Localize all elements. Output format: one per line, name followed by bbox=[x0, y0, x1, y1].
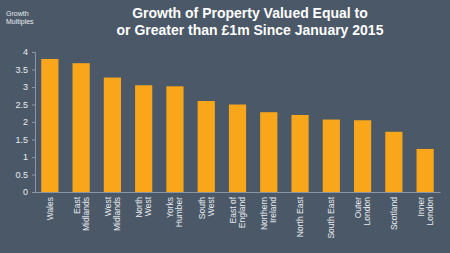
x-tick-label: Wales bbox=[45, 197, 55, 220]
y-tick-label: 3.5 bbox=[15, 65, 28, 75]
chart: Growth of Property Valued Equal toor Gre… bbox=[0, 0, 450, 253]
y-tick: 3.5 bbox=[15, 65, 35, 75]
x-tick-label-line: London bbox=[362, 197, 372, 226]
x-tick-label-line: Midlands bbox=[112, 197, 122, 231]
x-tick-label: North East bbox=[295, 196, 305, 237]
y-tick-mark bbox=[32, 157, 35, 158]
x-tick-label: East ofEngland bbox=[228, 196, 247, 228]
y-tick-label: 0 bbox=[23, 187, 28, 197]
x-tick-label-line: Ireland bbox=[268, 197, 278, 223]
y-tick: 1.5 bbox=[15, 135, 35, 145]
y-axis: 0 0.5 1 1.5 2 2.5 3 3.5 4 bbox=[15, 47, 35, 197]
x-tick: OuterLondon bbox=[353, 192, 372, 225]
x-tick-label-line: West bbox=[206, 196, 216, 216]
bar bbox=[166, 86, 183, 192]
title-line: Growth of Property Valued Equal to bbox=[132, 5, 368, 21]
x-tick: SouthWest bbox=[197, 192, 216, 219]
x-tick-label: YorksHumber bbox=[165, 197, 184, 227]
x-tick: Wales bbox=[45, 192, 55, 220]
x-tick: NorthernIreland bbox=[259, 192, 278, 230]
title: Growth of Property Valued Equal toor Gre… bbox=[117, 5, 384, 38]
y-tick: 1 bbox=[23, 152, 35, 162]
bar bbox=[291, 115, 308, 192]
bar bbox=[198, 101, 215, 192]
x-tick-label: Scotland bbox=[389, 197, 399, 230]
y-tick-label: 1 bbox=[23, 152, 28, 162]
x-tick-label-line: Wales bbox=[45, 197, 55, 220]
x-tick-label-line: Scotland bbox=[389, 197, 399, 230]
x-tick-label: South East bbox=[326, 196, 336, 238]
y-tick-mark bbox=[32, 87, 35, 88]
bar bbox=[41, 59, 58, 192]
y-tick-mark bbox=[32, 70, 35, 71]
y-tick-label: 4 bbox=[23, 47, 28, 57]
x-tick-label-line: South East bbox=[326, 196, 336, 238]
x-tick: WestMidlands bbox=[103, 192, 122, 231]
y-tick-label: 1.5 bbox=[15, 135, 28, 145]
bar bbox=[323, 120, 340, 192]
x-tick-label: NorthWest bbox=[134, 196, 153, 217]
x-tick: Scotland bbox=[389, 192, 399, 230]
x-tick: NorthWest bbox=[134, 192, 153, 218]
y-tick: 0.5 bbox=[15, 170, 35, 180]
y-tick-label: 0.5 bbox=[15, 170, 28, 180]
bar bbox=[417, 149, 434, 192]
background bbox=[0, 0, 450, 253]
x-tick: East ofEngland bbox=[228, 192, 247, 228]
y-tick: 4 bbox=[23, 47, 35, 57]
y-tick-mark bbox=[32, 52, 35, 53]
y-tick-label: 3 bbox=[23, 82, 28, 92]
x-tick-label: InnerLondon bbox=[416, 197, 435, 226]
y-tick-mark bbox=[32, 175, 35, 176]
bar bbox=[354, 120, 371, 192]
title-line: or Greater than £1m Since January 2015 bbox=[117, 22, 384, 38]
y-tick-mark bbox=[32, 122, 35, 123]
y-tick-mark bbox=[32, 105, 35, 106]
y-tick: 2 bbox=[23, 117, 35, 127]
y-tick: 2.5 bbox=[15, 100, 35, 110]
x-tick: InnerLondon bbox=[416, 192, 435, 225]
y-tick-label: 2.5 bbox=[15, 100, 28, 110]
x-tick-label-line: Midlands bbox=[81, 197, 91, 231]
x-tick-label-line: Humber bbox=[174, 197, 184, 227]
bar bbox=[385, 132, 402, 192]
y-tick-label: 2 bbox=[23, 117, 28, 127]
bars bbox=[41, 59, 433, 192]
x-tick-label-line: West bbox=[143, 196, 153, 216]
x-tick-label-line: England bbox=[237, 197, 247, 228]
y-axis-line bbox=[32, 53, 36, 193]
y-tick: 3 bbox=[23, 82, 35, 92]
x-tick-label-line: London bbox=[425, 197, 435, 226]
x-tick-label: WestMidlands bbox=[103, 196, 122, 231]
y-axis-title-line: Growth bbox=[6, 10, 29, 17]
x-axis-line bbox=[36, 192, 441, 193]
x-tick-label-line: North East bbox=[295, 196, 305, 237]
y-axis-title: GrowthMultiples bbox=[6, 10, 34, 26]
bar bbox=[135, 85, 152, 192]
y-tick-mark bbox=[32, 192, 35, 193]
bar bbox=[260, 112, 277, 192]
x-tick-label: SouthWest bbox=[197, 196, 216, 219]
x-tick: YorksHumber bbox=[165, 192, 184, 227]
y-tick: 0 bbox=[23, 187, 35, 197]
x-tick: North East bbox=[295, 192, 305, 237]
y-tick-mark bbox=[32, 140, 35, 141]
y-axis-title-line: Multiples bbox=[6, 18, 34, 26]
x-axis: WalesEastMidlandsWestMidlandsNorthWestYo… bbox=[36, 192, 441, 239]
x-tick-label: EastMidlands bbox=[72, 196, 91, 231]
x-tick-label: OuterLondon bbox=[353, 197, 372, 226]
bar bbox=[104, 78, 121, 192]
x-tick-label: NorthernIreland bbox=[259, 197, 278, 230]
x-tick: South East bbox=[326, 192, 336, 239]
bar bbox=[73, 63, 90, 192]
bar bbox=[229, 105, 246, 193]
x-tick: EastMidlands bbox=[72, 192, 91, 231]
